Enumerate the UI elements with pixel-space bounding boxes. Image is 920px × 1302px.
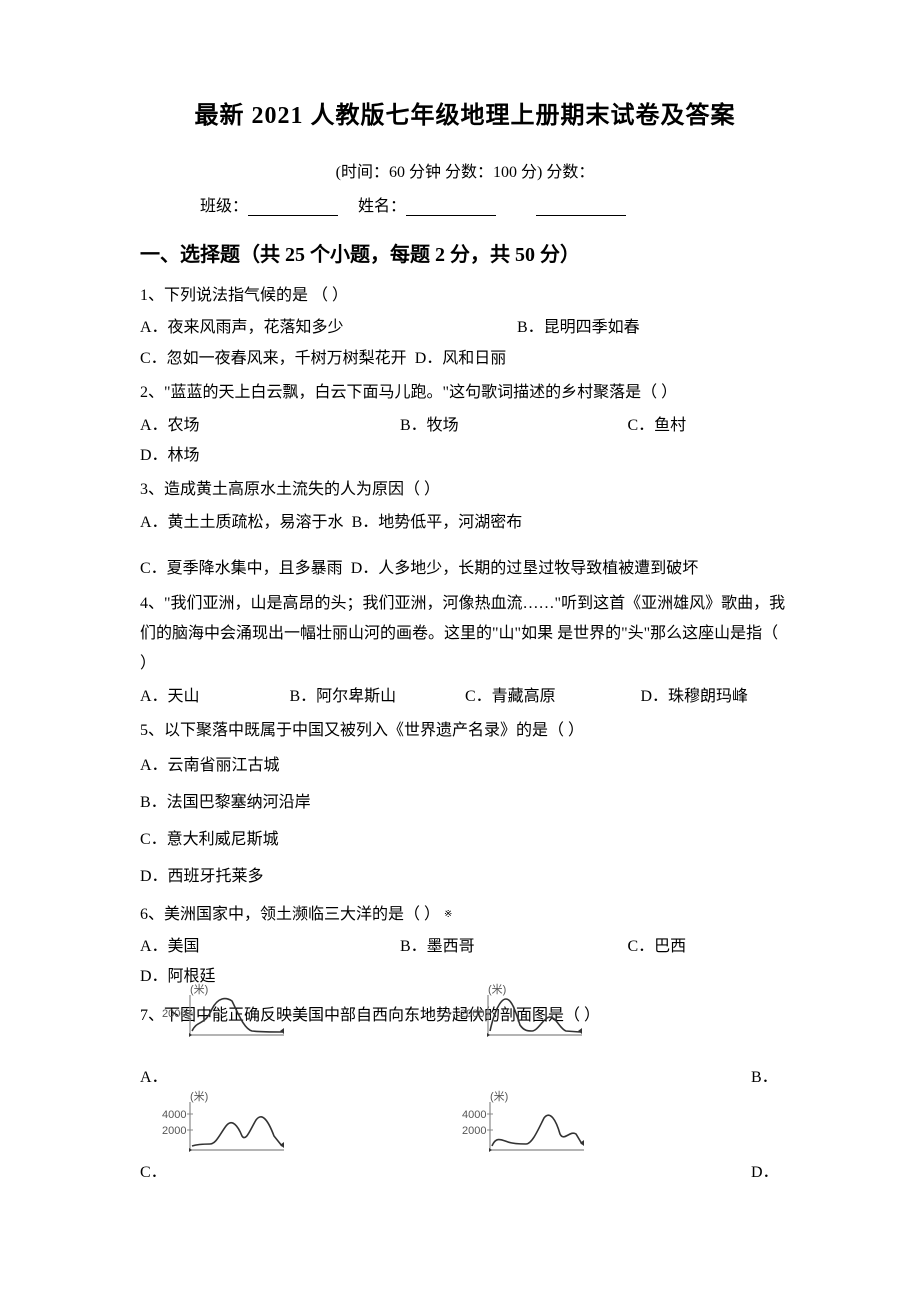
q1-option-b[interactable]: B．昆明四季如春 [517,313,640,343]
q4-option-c[interactable]: C．青藏高原 [465,682,641,712]
q7-chart-top-right: (米) 2000 [460,983,590,1043]
q4-option-b[interactable]: B．阿尔卑斯山 [290,682,466,712]
question-7: (米) 2000 (米) 2000 [140,997,790,1188]
q4-option-d[interactable]: D．珠穆朗玛峰 [641,682,791,712]
class-blank[interactable] [248,198,338,216]
svg-text:2000: 2000 [162,1008,186,1020]
q6-option-a[interactable]: A．美国 [140,932,400,962]
class-label: 班级： [200,198,248,215]
floating-mark: ※ [444,909,452,920]
section-1-heading: 一、选择题（共 25 个小题，每题 2 分，共 50 分） [140,238,790,267]
question-6: 6、美洲国家中，领土濒临三大洋的是（ ） ※ A．美国 B．墨西哥 C．巴西 D… [140,900,790,993]
q4-text: 4、"我们亚洲，山是高昂的头；我们亚洲，河像热血流……"听到这首《亚洲雄风》歌曲… [140,589,790,680]
q3-option-d[interactable]: D．人多地少，长期的过垦过牧导致植被遭到破坏 [351,560,699,577]
q5-option-c[interactable]: C．意大利威尼斯城 [140,822,543,859]
q1-text: 1、下列说法指气候的是 （ ） [140,281,790,311]
name-label: 姓名： [358,198,406,215]
q5-option-b[interactable]: B．法国巴黎塞纳河沿岸 [140,785,465,822]
svg-text:2000: 2000 [162,1125,186,1137]
question-1: 1、下列说法指气候的是 （ ） A．夜来风雨声，花落知多少 B．昆明四季如春 C… [140,281,790,374]
svg-text:(米): (米) [488,983,506,996]
question-3: 3、造成黄土高原水土流失的人为原因（ ） A．黄土土质疏松，易溶于水 B．地势低… [140,475,790,584]
q5-text: 5、以下聚落中既属于中国又被列入《世界遗产名录》的是（ ） [140,716,790,746]
q7-chart-bottom-right: (米) 4000 2000 [462,1090,592,1158]
q1-option-a[interactable]: A．夜来风雨声，花落知多少 [140,313,517,343]
q7-option-d[interactable]: D． [751,1158,779,1188]
q7-option-b[interactable]: B． [751,1063,778,1093]
q1-option-c[interactable]: C．忽如一夜春风来，千树万树梨花开 [140,344,407,374]
meta-time-score: (时间：60 分钟 分数：100 分) 分数： [140,158,790,182]
q6-option-b[interactable]: B．墨西哥 [400,932,628,962]
svg-text:(米): (米) [490,1090,508,1103]
svg-text:4000: 4000 [162,1109,186,1121]
q3-option-a[interactable]: A．黄土土质疏松，易溶于水 [140,514,344,531]
svg-text:(米): (米) [190,1090,208,1103]
q6-text-span: 6、美洲国家中，领土濒临三大洋的是（ ） [140,906,440,923]
question-2: 2、"蓝蓝的天上白云飘，白云下面马儿跑。"这句歌词描述的乡村聚落是（ ） A．农… [140,378,790,471]
q6-option-c[interactable]: C．巴西 [628,932,791,962]
q5-option-d[interactable]: D．西班牙托莱多 [140,859,465,896]
question-4: 4、"我们亚洲，山是高昂的头；我们亚洲，河像热血流……"听到这首《亚洲雄风》歌曲… [140,589,790,713]
svg-text:2000: 2000 [462,1125,486,1137]
q5-option-a[interactable]: A．云南省丽江古城 [140,748,543,785]
exam-title: 最新 2021 人教版七年级地理上册期末试卷及答案 [140,95,790,130]
extra-blank[interactable] [536,198,626,216]
meta-class-name-row: 班级： 姓名： [140,192,790,216]
q2-option-b[interactable]: B．牧场 [400,411,628,441]
q1-option-d[interactable]: D．风和日丽 [415,344,507,374]
axis-unit-label: (米) [190,983,208,996]
q2-text: 2、"蓝蓝的天上白云飘，白云下面马儿跑。"这句歌词描述的乡村聚落是（ ） [140,378,790,408]
q7-option-c[interactable]: C． [140,1158,751,1188]
q3-option-c[interactable]: C．夏季降水集中，且多暴雨 [140,560,343,577]
svg-text:2000: 2000 [460,1008,484,1020]
q2-option-a[interactable]: A．农场 [140,411,400,441]
name-blank[interactable] [406,198,496,216]
q7-chart-bottom-left: (米) 4000 2000 [162,1090,292,1158]
q3-text: 3、造成黄土高原水土流失的人为原因（ ） [140,475,790,505]
q4-option-a[interactable]: A．天山 [140,682,290,712]
question-5: 5、以下聚落中既属于中国又被列入《世界遗产名录》的是（ ） A．云南省丽江古城 … [140,716,790,896]
q7-chart-top-left: (米) 2000 [162,983,292,1043]
svg-text:4000: 4000 [462,1109,486,1121]
q2-option-d[interactable]: D．林场 [140,441,790,471]
q3-option-b[interactable]: B．地势低平，河湖密布 [352,514,523,531]
q2-option-c[interactable]: C．鱼村 [628,411,791,441]
q6-text: 6、美洲国家中，领土濒临三大洋的是（ ） ※ [140,900,790,930]
